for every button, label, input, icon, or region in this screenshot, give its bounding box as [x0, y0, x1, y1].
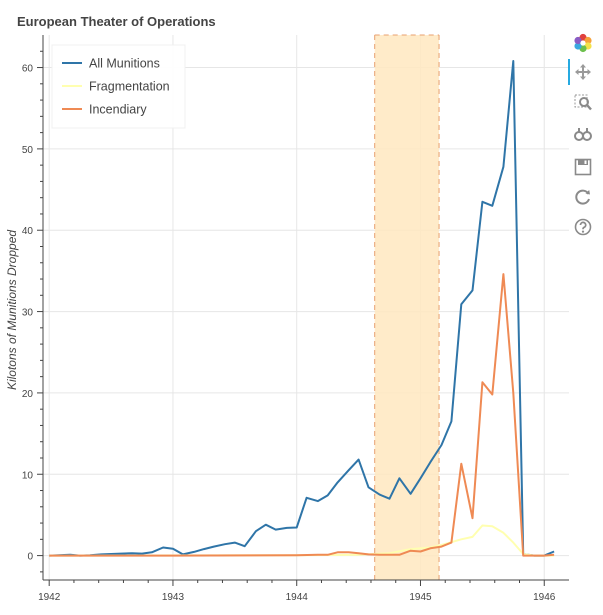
- active-tool-indicator: [568, 59, 570, 85]
- x-tick-label: 1942: [38, 592, 61, 603]
- x-tick-label: 1943: [162, 592, 185, 603]
- x-tick-label: 1944: [286, 592, 309, 603]
- y-tick-label: 10: [22, 470, 34, 481]
- chart-title: European Theater of Operations: [17, 14, 216, 29]
- x-tick-label: 1945: [409, 592, 432, 603]
- y-tick-label: 30: [22, 308, 34, 319]
- series-line-incendiary[interactable]: [49, 273, 555, 557]
- reset-tool-icon[interactable]: [572, 186, 594, 208]
- y-tick-label: 20: [22, 389, 34, 400]
- save-tool-icon[interactable]: [572, 156, 594, 178]
- box-zoom-tool-icon[interactable]: [572, 92, 594, 114]
- wheel-zoom-tool-icon[interactable]: [572, 124, 594, 146]
- y-tick-label: 50: [22, 145, 34, 156]
- chart-toolbar: [568, 30, 600, 250]
- y-tick-label: 40: [22, 226, 34, 237]
- x-tick-label: 1946: [533, 592, 556, 603]
- highlight-band: [374, 35, 440, 580]
- series-line-fragmentation[interactable]: [49, 524, 555, 557]
- bokeh-logo-icon[interactable]: [572, 32, 594, 54]
- y-tick-label: 60: [22, 64, 34, 75]
- legend-entry-label[interactable]: All Munitions: [89, 57, 160, 71]
- help-tool-icon[interactable]: [572, 216, 594, 238]
- series-line-all-munitions[interactable]: [49, 60, 555, 557]
- pan-tool-icon[interactable]: [572, 61, 594, 83]
- y-tick-label: 0: [27, 552, 33, 563]
- legend-entry-label[interactable]: Incendiary: [89, 103, 147, 117]
- plot-area[interactable]: 0 10 20 30 40 50 60 1942 1943 1944 1945 1946 All Mun…: [22, 34, 569, 603]
- y-axis-label: Kilotons of Munitions Dropped: [5, 230, 19, 390]
- legend-entry-label[interactable]: Fragmentation: [89, 80, 170, 94]
